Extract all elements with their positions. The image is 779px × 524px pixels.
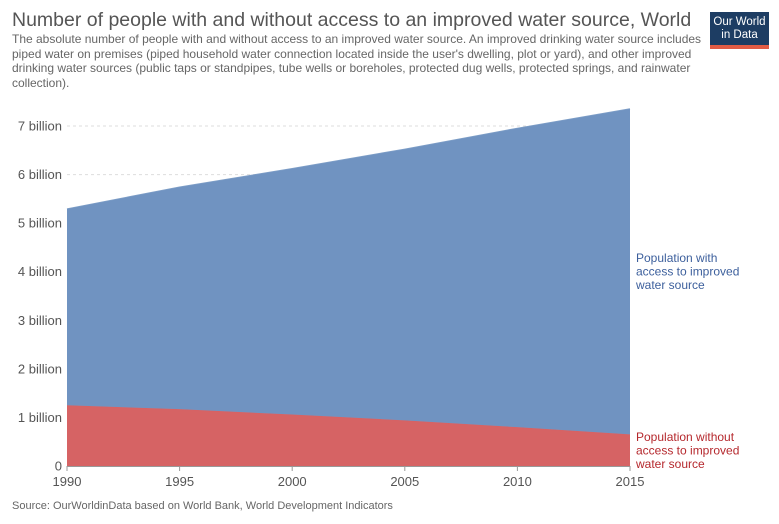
y-tick-label: 6 billion bbox=[18, 167, 62, 182]
y-tick-label: 0 bbox=[55, 459, 62, 474]
owid-logo[interactable]: Our World in Data bbox=[710, 12, 769, 49]
y-tick-label: 1 billion bbox=[18, 410, 62, 425]
series-label-0: Population without access to improved wate… bbox=[635, 430, 739, 471]
logo-line-1: Our World bbox=[713, 16, 766, 28]
area-series-1 bbox=[67, 109, 630, 435]
y-tick-label: 5 billion bbox=[18, 216, 62, 231]
y-tick-label: 7 billion bbox=[18, 119, 62, 134]
area-series-edge-1 bbox=[66, 108, 631, 210]
source-note: Source: OurWorldinData based on World Ba… bbox=[12, 500, 393, 512]
series-label-1: Population with access to improved water s… bbox=[635, 251, 739, 292]
logo-line-2: in Data bbox=[721, 29, 758, 41]
chart-subtitle: The absolute number of people with and w… bbox=[12, 32, 702, 90]
x-tick-label: 2005 bbox=[390, 474, 419, 489]
area-series-0 bbox=[67, 405, 630, 466]
chart-title: Number of people with and without access… bbox=[12, 9, 692, 31]
x-tick-label: 2015 bbox=[616, 474, 645, 489]
y-tick-label: 4 billion bbox=[18, 264, 62, 279]
y-tick-label: 3 billion bbox=[18, 313, 62, 328]
x-tick-label: 2000 bbox=[278, 474, 307, 489]
x-tick-label: 2010 bbox=[503, 474, 532, 489]
x-tick-label: 1995 bbox=[165, 474, 194, 489]
x-tick-label: 1990 bbox=[53, 474, 82, 489]
y-tick-label: 2 billion bbox=[18, 361, 62, 376]
